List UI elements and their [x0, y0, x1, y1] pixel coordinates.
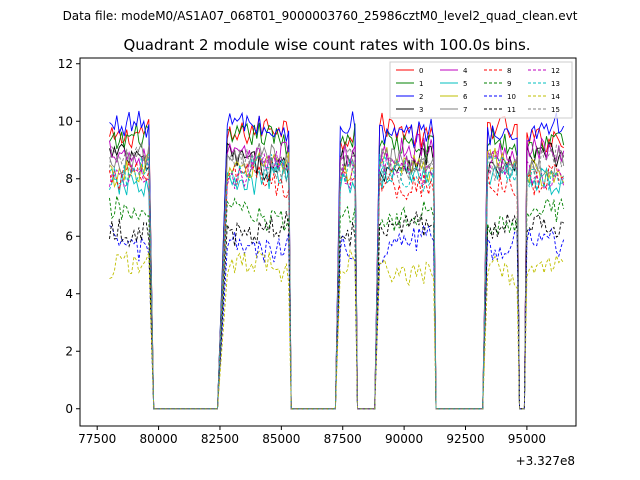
x-tick-label: 87500: [324, 432, 362, 446]
y-axis-ticks: 0 2 4 6 8 10 12: [58, 57, 80, 416]
series-line-14: [109, 249, 565, 410]
series-line-15: [109, 144, 565, 410]
x-tick-label: 92500: [446, 432, 484, 446]
series-line-13: [109, 153, 565, 410]
x-tick-label: 85000: [262, 432, 300, 446]
series-line-10: [109, 225, 565, 410]
legend-label-6: 6: [463, 93, 468, 101]
x-tick-label: 82500: [201, 432, 239, 446]
chart-suptitle: Data file: modeM0/AS1A07_068T01_90000037…: [63, 9, 578, 23]
plot-frame: [79, 57, 577, 427]
legend-label-15: 15: [551, 106, 560, 114]
x-tick-label: 90000: [385, 432, 423, 446]
x-tick-label: 77500: [78, 432, 116, 446]
series-line-9: [109, 195, 565, 410]
legend-label-2: 2: [419, 93, 423, 101]
legend-label-4: 4: [463, 67, 468, 75]
legend-label-5: 5: [463, 80, 467, 88]
legend-label-14: 14: [551, 93, 560, 101]
x-axis-offset-label: +3.327e8: [516, 454, 575, 468]
legend-label-0: 0: [419, 67, 423, 75]
y-tick-label: 6: [65, 229, 73, 243]
legend-label-13: 13: [551, 80, 560, 88]
y-tick-label: 8: [65, 172, 73, 186]
legend-label-7: 7: [463, 106, 467, 114]
x-tick-label: 95000: [508, 432, 546, 446]
series-line-8: [109, 160, 564, 410]
y-tick-label: 10: [58, 114, 73, 128]
x-tick-label: 80000: [139, 432, 177, 446]
chart-title: Quadrant 2 module wise count rates with …: [123, 36, 530, 54]
legend-label-8: 8: [507, 67, 511, 75]
legend-label-11: 11: [507, 106, 516, 114]
y-tick-label: 2: [65, 344, 73, 358]
legend-label-9: 9: [507, 80, 511, 88]
legend-label-10: 10: [507, 93, 516, 101]
y-tick-label: 12: [58, 57, 73, 71]
legend-box: [389, 61, 573, 119]
legend-label-12: 12: [551, 67, 560, 75]
legend-label-1: 1: [419, 80, 423, 88]
plot-series-group: [109, 110, 565, 410]
y-tick-label: 0: [65, 402, 73, 416]
legend-label-3: 3: [419, 106, 423, 114]
x-axis-ticks: 77500 80000 82500 85000 87500 90000 92500 95000: [78, 426, 546, 446]
series-line-11: [109, 211, 564, 410]
y-tick-label: 4: [65, 287, 73, 301]
